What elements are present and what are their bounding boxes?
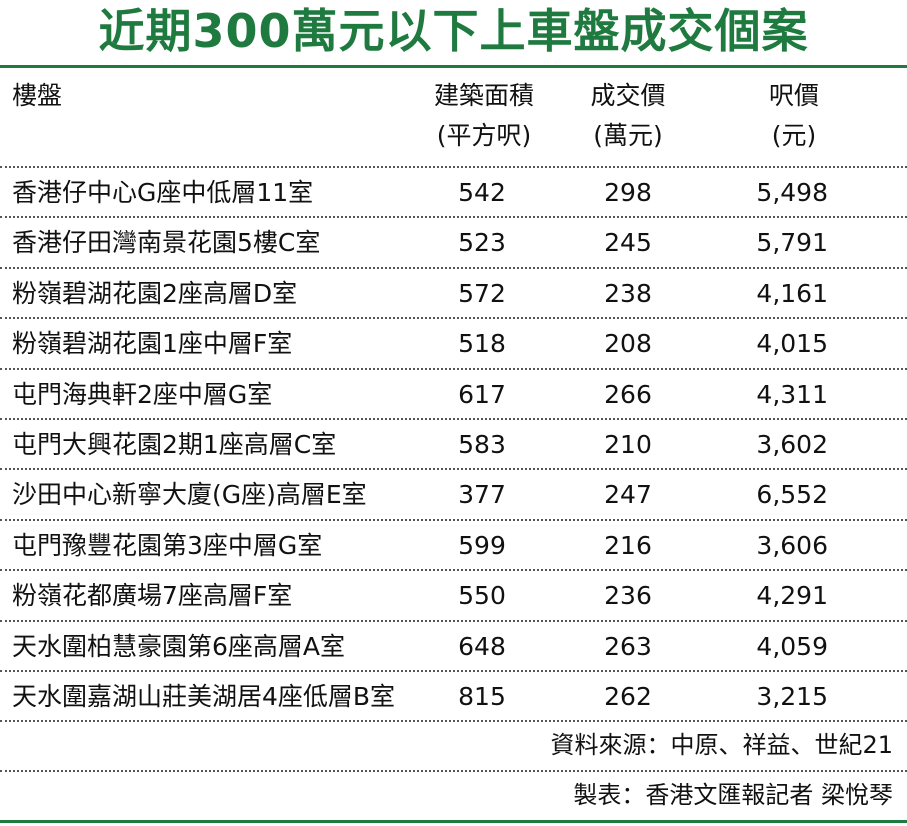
row-psf: 3,606 xyxy=(756,530,828,560)
table-row: 粉嶺花都廣場7座高層F室 550 236 4,291 xyxy=(0,571,907,622)
row-divider xyxy=(0,619,907,622)
row-name: 天水圍柏慧豪園第6座高層A室 xyxy=(12,631,346,661)
row-price: 236 xyxy=(604,581,652,611)
row-psf: 4,015 xyxy=(756,329,828,359)
row-name: 屯門豫豐花園第3座中層G室 xyxy=(12,530,323,560)
table-row: 天水圍嘉湖山莊美湖居4座低層B室 815 262 3,215 xyxy=(0,672,907,723)
row-area: 815 xyxy=(458,681,506,711)
row-price: 210 xyxy=(604,429,652,459)
row-price: 263 xyxy=(604,631,652,661)
table-row: 粉嶺碧湖花園2座高層D室 572 238 4,161 xyxy=(0,269,907,320)
table-row: 香港仔田灣南景花園5樓C室 523 245 5,791 xyxy=(0,218,907,269)
row-psf: 4,161 xyxy=(756,278,828,308)
row-name: 粉嶺花都廣場7座高層F室 xyxy=(12,581,293,611)
row-divider xyxy=(0,669,907,672)
row-area: 523 xyxy=(458,228,506,258)
row-divider xyxy=(0,317,907,320)
row-psf: 5,498 xyxy=(756,178,828,207)
row-area: 518 xyxy=(458,329,506,359)
row-psf: 4,059 xyxy=(756,631,828,661)
header-price-label: 成交價 xyxy=(590,81,666,110)
row-price: 298 xyxy=(604,178,652,207)
table-row: 屯門海典軒2座中層G室 617 266 4,311 xyxy=(0,370,907,420)
row-divider xyxy=(0,266,907,269)
row-name: 香港仔田灣南景花園5樓C室 xyxy=(12,228,321,258)
row-divider xyxy=(0,720,907,723)
row-price: 216 xyxy=(604,530,652,560)
row-name: 沙田中心新寧大廈(G座)高層E室 xyxy=(12,480,367,510)
header-psf-label: 呎價 xyxy=(768,81,819,110)
row-area: 542 xyxy=(458,178,506,207)
row-name: 屯門大興花園2期1座高層C室 xyxy=(12,429,337,459)
row-price: 245 xyxy=(604,228,652,258)
row-area: 377 xyxy=(458,480,506,510)
bottom-rule xyxy=(0,820,907,823)
header-psf: 呎價 (元) xyxy=(746,76,842,156)
row-area: 599 xyxy=(458,530,506,560)
row-name: 粉嶺碧湖花園1座中層F室 xyxy=(12,329,293,359)
table-row: 屯門大興花園2期1座高層C室 583 210 3,602 xyxy=(0,420,907,471)
row-price: 238 xyxy=(604,278,652,308)
row-divider xyxy=(0,367,907,370)
row-area: 550 xyxy=(458,581,506,611)
header-area: 建築面積 (平方呎) xyxy=(420,76,548,156)
row-area: 572 xyxy=(458,278,506,308)
table-row: 粉嶺碧湖花園1座中層F室 518 208 4,015 xyxy=(0,319,907,370)
row-price: 247 xyxy=(604,480,652,510)
row-psf: 6,552 xyxy=(756,480,828,510)
row-psf: 5,791 xyxy=(756,228,828,258)
row-name: 天水圍嘉湖山莊美湖居4座低層B室 xyxy=(12,681,396,711)
row-divider xyxy=(0,417,907,420)
header-psf-unit: (元) xyxy=(771,121,817,150)
row-price: 262 xyxy=(604,681,652,711)
header-name: 樓盤 xyxy=(12,81,63,110)
row-divider xyxy=(0,468,907,471)
row-divider xyxy=(0,216,907,219)
credit-note: 製表：香港文匯報記者 梁悅琴 xyxy=(573,781,893,809)
top-rule xyxy=(0,65,907,68)
header-area-unit: (平方呎) xyxy=(436,121,532,150)
header-area-label: 建築面積 xyxy=(433,81,534,110)
row-psf: 4,291 xyxy=(756,581,828,611)
row-psf: 4,311 xyxy=(756,379,828,409)
row-price: 266 xyxy=(604,379,652,409)
header-divider xyxy=(0,166,907,168)
row-psf: 3,602 xyxy=(756,429,828,459)
table-row: 沙田中心新寧大廈(G座)高層E室 377 247 6,552 xyxy=(0,470,907,521)
row-price: 208 xyxy=(604,329,652,359)
table-body: 香港仔中心G座中低層11室 542 298 5,498 香港仔田灣南景花園5樓C… xyxy=(0,168,907,723)
footer-divider xyxy=(0,770,907,772)
row-area: 648 xyxy=(458,631,506,661)
source-note: 資料來源：中原、祥益、世紀21 xyxy=(550,731,893,759)
header-price: 成交價 (萬元) xyxy=(578,76,678,156)
row-area: 617 xyxy=(458,379,506,409)
header-price-unit: (萬元) xyxy=(593,121,663,150)
row-psf: 3,215 xyxy=(756,681,828,711)
table-header: 樓盤 建築面積 (平方呎) 成交價 (萬元) 呎價 (元) xyxy=(0,70,907,166)
table-row: 天水圍柏慧豪園第6座高層A室 648 263 4,059 xyxy=(0,622,907,672)
page-title: 近期300萬元以下上車盤成交個案 xyxy=(98,4,809,58)
row-divider xyxy=(0,518,907,521)
row-name: 屯門海典軒2座中層G室 xyxy=(12,379,273,409)
table-row: 屯門豫豐花園第3座中層G室 599 216 3,606 xyxy=(0,521,907,572)
table-row: 香港仔中心G座中低層11室 542 298 5,498 xyxy=(0,168,907,219)
row-name: 香港仔中心G座中低層11室 xyxy=(12,178,314,207)
row-divider xyxy=(0,569,907,572)
row-area: 583 xyxy=(458,429,506,459)
row-name: 粉嶺碧湖花園2座高層D室 xyxy=(12,278,298,308)
